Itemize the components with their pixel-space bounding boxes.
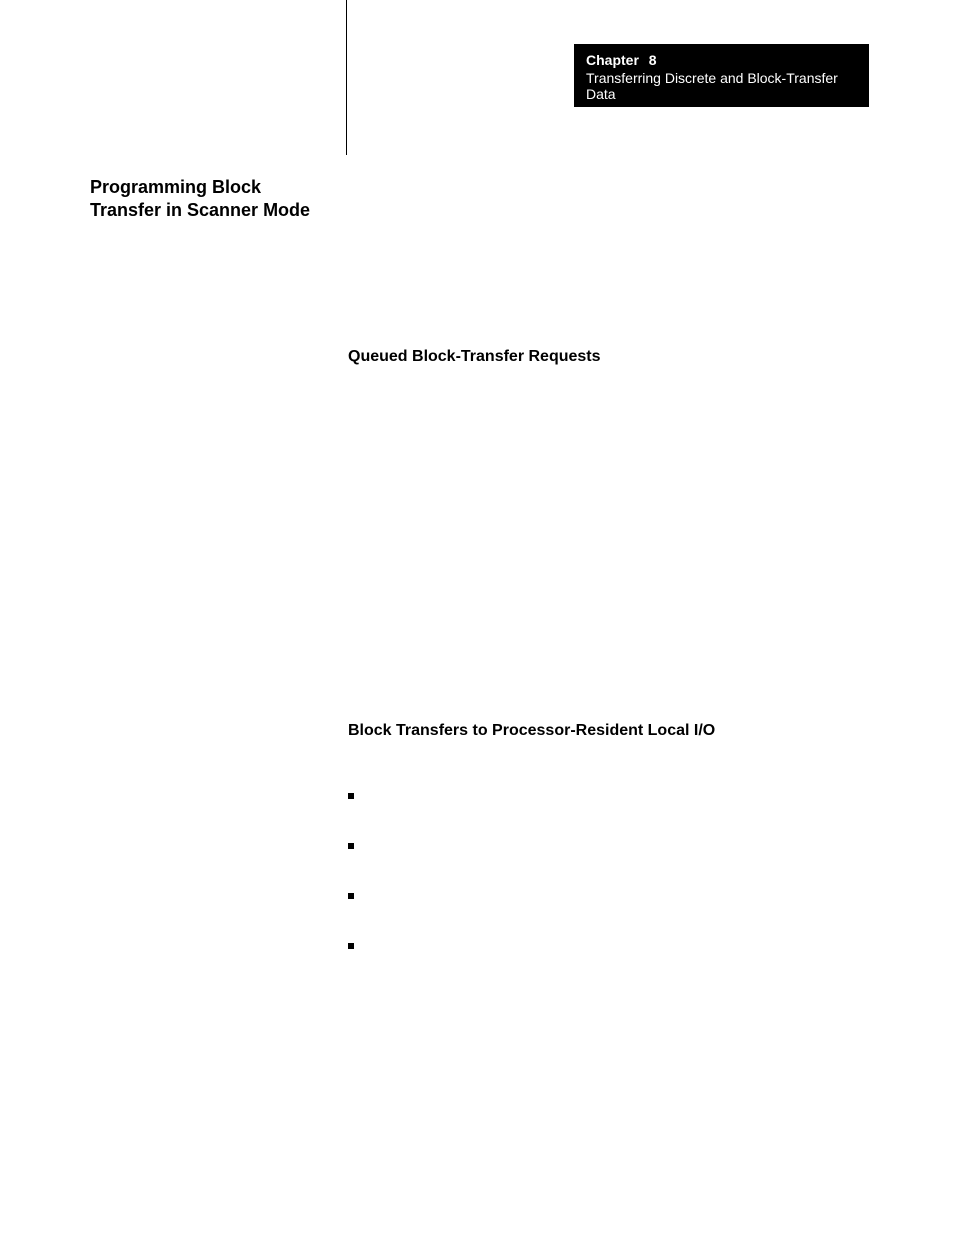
subheading-2-text: Block Transfers to Processor-Resident Lo…	[348, 722, 868, 740]
subheading-queued: Queued Block-Transfer Requests	[348, 348, 868, 376]
section-title-line2: Transfer in Scanner Mode	[90, 199, 330, 222]
list-item	[348, 940, 868, 954]
list-item	[348, 890, 868, 904]
subheading-local-io: Block Transfers to Processor-Resident Lo…	[348, 722, 868, 750]
list-item	[348, 790, 868, 804]
list-item	[348, 840, 868, 854]
bullet-icon	[348, 793, 354, 799]
bullet-icon	[348, 943, 354, 949]
chapter-number: 8	[649, 52, 657, 68]
subheading-1-text: Queued Block-Transfer Requests	[348, 348, 868, 366]
bullet-icon	[348, 843, 354, 849]
chapter-label-line: Chapter 8	[586, 52, 857, 68]
bullet-list	[348, 790, 868, 990]
bullet-icon	[348, 893, 354, 899]
vertical-rule	[346, 0, 347, 155]
chapter-label: Chapter	[586, 52, 639, 68]
section-title-line1: Programming Block	[90, 176, 330, 199]
chapter-title: Transferring Discrete and Block-Transfer…	[586, 70, 857, 102]
chapter-header: Chapter 8 Transferring Discrete and Bloc…	[574, 44, 869, 107]
section-title: Programming Block Transfer in Scanner Mo…	[90, 176, 330, 223]
